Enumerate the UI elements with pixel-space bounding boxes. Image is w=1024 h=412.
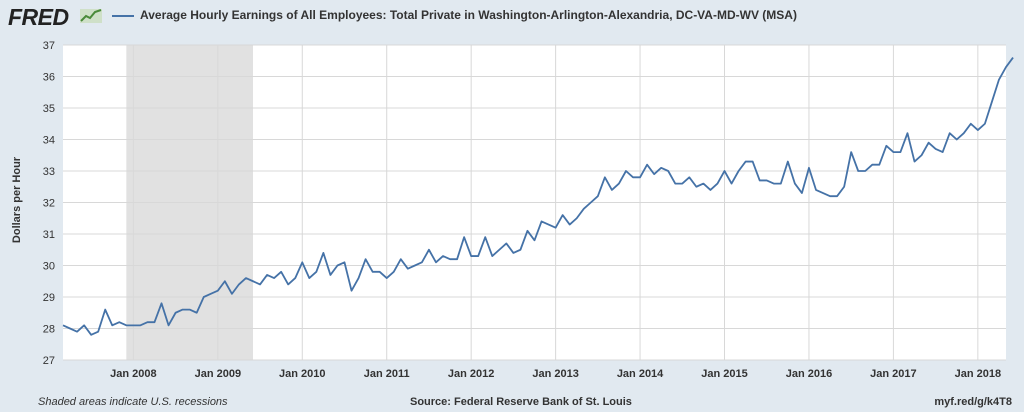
y-tick-label: 36 <box>43 72 55 84</box>
y-tick-label: 37 <box>43 40 55 52</box>
y-axis-label: Dollars per Hour <box>11 156 23 244</box>
y-tick-label: 29 <box>43 292 55 304</box>
series-line[interactable] <box>62 57 1014 336</box>
chart-header: FRED Average Hourly Earnings of All Empl… <box>0 0 1024 34</box>
y-tick-label: 30 <box>43 261 55 273</box>
x-tick-label: Jan 2013 <box>532 368 578 380</box>
x-tick-label: Jan 2011 <box>364 368 410 380</box>
y-tick-label: 32 <box>43 198 55 210</box>
x-tick-label: Jan 2010 <box>279 368 325 380</box>
recession-note: Shaded areas indicate U.S. recessions <box>38 396 228 408</box>
fred-logo[interactable]: FRED <box>8 4 69 30</box>
series-layer <box>62 57 1014 336</box>
y-tick-label: 33 <box>43 166 55 178</box>
y-tick-label: 34 <box>43 135 55 147</box>
x-tick-label: Jan 2014 <box>617 368 664 380</box>
chart-footer: Shaded areas indicate U.S. recessions So… <box>0 392 1024 412</box>
x-tick-label: Jan 2012 <box>448 368 494 380</box>
legend-line-swatch <box>112 15 134 17</box>
x-tick-label: Jan 2008 <box>110 368 156 380</box>
x-tick-label: Jan 2009 <box>195 368 241 380</box>
source-text: Source: Federal Reserve Bank of St. Loui… <box>410 396 632 408</box>
grid-layer <box>63 44 1006 361</box>
x-tick-label: Jan 2017 <box>870 368 916 380</box>
short-link[interactable]: myf.red/g/k4T8 <box>934 396 1012 408</box>
y-axis: 27 28 29 30 31 32 33 34 35 36 37 <box>43 40 55 367</box>
x-tick-label: Jan 2018 <box>955 368 1001 380</box>
y-tick-label: 35 <box>43 103 55 115</box>
series-title[interactable]: Average Hourly Earnings of All Employees… <box>140 8 797 22</box>
y-tick-label: 31 <box>43 229 55 241</box>
line-chart-icon <box>80 9 102 28</box>
y-tick-label: 27 <box>43 355 55 367</box>
x-tick-label: Jan 2015 <box>701 368 747 380</box>
x-axis: Jan 2008 Jan 2009 Jan 2010 Jan 2011 Jan 2012… <box>110 368 1001 380</box>
x-tick-label: Jan 2016 <box>786 368 832 380</box>
y-tick-label: 28 <box>43 324 55 336</box>
